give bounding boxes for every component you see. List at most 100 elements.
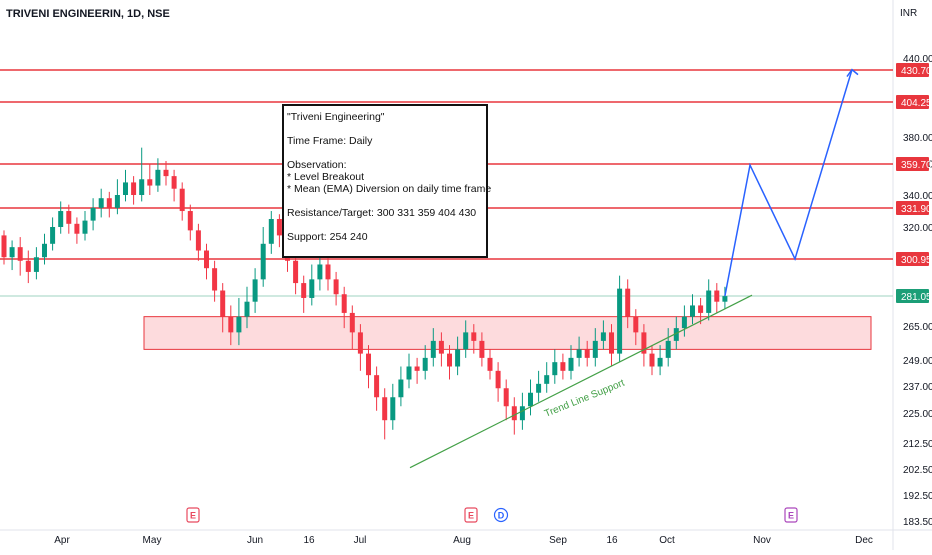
price-tick-label: 212.50 — [903, 439, 932, 450]
annotation-title: "Triveni Engineering" — [287, 111, 385, 123]
candle — [374, 375, 380, 398]
time-tick-label: Oct — [659, 535, 675, 546]
time-tick-label: Jul — [354, 535, 367, 546]
candle — [503, 388, 509, 407]
currency-label: INR — [900, 8, 918, 19]
candle — [463, 332, 469, 350]
candle — [414, 366, 420, 371]
price-tick-label: 192.50 — [903, 491, 932, 502]
event-marker-label: E — [788, 511, 794, 521]
earnings-marker — [784, 507, 798, 523]
annotation-box: "Triveni Engineering" Time Frame: Daily … — [282, 104, 492, 258]
time-tick-label: Dec — [855, 535, 873, 546]
candle — [228, 316, 234, 333]
candle — [584, 349, 590, 358]
candle — [155, 169, 161, 186]
trend-line-label: Trend Line Support — [543, 378, 626, 420]
candle — [390, 397, 396, 421]
candle — [681, 316, 687, 329]
candle — [90, 207, 96, 221]
last-price-tag — [896, 289, 929, 303]
candle — [519, 406, 525, 421]
price-tick-label: 340.00 — [903, 191, 932, 202]
projection-arrowhead — [846, 68, 859, 78]
price-tick-label: 237.00 — [903, 382, 932, 393]
candle — [309, 279, 315, 298]
annotation-observation-header: Observation: — [287, 159, 347, 171]
candle — [195, 230, 201, 251]
earnings-marker — [464, 507, 478, 523]
time-tick-label: Jun — [247, 535, 263, 546]
candle — [406, 366, 412, 380]
candle — [293, 260, 299, 284]
candle — [544, 375, 550, 384]
annotation-timeframe: Time Frame: Daily — [287, 135, 373, 147]
candle — [536, 383, 542, 393]
candle — [447, 353, 452, 367]
candle — [690, 305, 695, 317]
candle — [25, 260, 31, 272]
resistance-price-tag — [896, 252, 929, 266]
annotation-observation: * Mean (EMA) Diversion on daily time fra… — [287, 183, 492, 195]
resistance-price-tag — [896, 63, 929, 77]
trend-line — [409, 294, 753, 469]
price-tick-label: 440.00 — [903, 54, 932, 65]
resistance-price-label: 331.90 — [901, 204, 932, 215]
price-tick-label: 183.50 — [903, 517, 932, 528]
candle — [171, 176, 177, 189]
candle — [714, 290, 720, 302]
time-tick-label: Sep — [549, 535, 567, 546]
candle — [568, 357, 574, 371]
candle — [66, 211, 72, 224]
time-tick-label: 16 — [303, 535, 315, 546]
candle — [722, 296, 728, 302]
candle — [163, 169, 169, 177]
candle — [633, 316, 639, 333]
earnings-marker — [186, 507, 200, 523]
price-tick-label: 225.00 — [903, 409, 932, 420]
event-marker-label: E — [190, 511, 196, 521]
candle — [244, 301, 250, 317]
resistance-price-tag — [896, 201, 929, 215]
candle — [98, 198, 104, 208]
candle — [333, 279, 339, 295]
candle — [50, 227, 56, 244]
candle — [422, 357, 428, 371]
candle — [1, 235, 7, 258]
candle — [641, 332, 647, 354]
candle — [455, 349, 461, 367]
time-tick-label: May — [143, 535, 162, 546]
candle — [187, 211, 193, 231]
candle — [430, 340, 436, 358]
price-tick-label: 265.00 — [903, 322, 932, 333]
candle — [617, 288, 623, 354]
resistance-price-tag — [896, 95, 929, 109]
candle — [357, 332, 363, 354]
candle — [268, 219, 274, 244]
candle — [511, 406, 517, 421]
candle — [212, 268, 218, 291]
candle — [673, 328, 679, 341]
candle — [625, 288, 631, 317]
candle — [325, 264, 331, 280]
candle — [698, 305, 704, 313]
price-tick-label: 320.00 — [903, 223, 932, 234]
candle — [236, 316, 242, 333]
candle — [471, 332, 477, 341]
event-marker-label: E — [468, 511, 474, 521]
candle — [220, 290, 226, 317]
candle — [123, 182, 128, 195]
candle — [487, 357, 493, 371]
candle — [9, 247, 15, 258]
candle — [438, 340, 444, 354]
candle — [33, 257, 39, 272]
candle — [479, 340, 485, 358]
dividend-marker — [493, 507, 509, 523]
time-tick-label: Nov — [753, 535, 771, 546]
candle — [398, 379, 404, 398]
projection-arrow — [724, 69, 853, 297]
candle — [58, 211, 64, 227]
candle — [560, 362, 566, 371]
candle — [495, 370, 501, 389]
